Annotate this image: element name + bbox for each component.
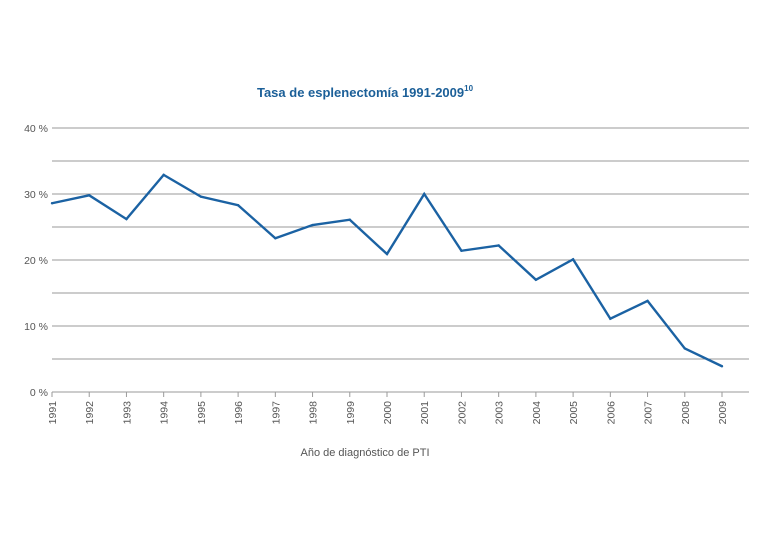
data-point: [348, 218, 351, 221]
x-tick-label: 1994: [159, 401, 171, 425]
data-point: [88, 194, 91, 197]
data-point: [274, 237, 277, 240]
y-tick-label: 10 %: [24, 321, 48, 333]
x-tick-label: 1995: [196, 401, 208, 425]
x-tick-label: 1998: [308, 401, 320, 425]
x-tick-label: 2003: [494, 401, 506, 425]
gridlines: [52, 127, 749, 360]
data-point: [683, 347, 686, 350]
x-tick-label: 1996: [233, 401, 245, 425]
data-point: [385, 252, 389, 256]
x-tick-label: 2009: [717, 401, 729, 425]
data-point: [125, 217, 128, 221]
data-point: [646, 299, 649, 303]
data-point: [497, 244, 500, 247]
data-point: [609, 317, 612, 320]
y-axis-tick-labels: 0 % 10 % 20 % 30 % 40 %: [24, 123, 48, 399]
data-point: [236, 204, 240, 207]
x-tick-label: 1999: [345, 401, 357, 425]
x-tick-label: 1992: [84, 401, 96, 425]
x-tick-label: 2005: [568, 401, 580, 425]
x-tick-label: 1991: [47, 401, 59, 425]
x-axis: [51, 391, 749, 397]
data-point: [311, 223, 314, 227]
series-layer: [50, 173, 724, 368]
x-tick-label: 2000: [382, 401, 394, 425]
data-point: [460, 249, 463, 252]
x-tick-label: 2001: [419, 401, 431, 425]
data-point: [571, 258, 575, 261]
y-tick-label: 40 %: [24, 123, 48, 135]
data-point: [162, 173, 165, 177]
x-tick-label: 2004: [531, 401, 543, 425]
x-tick-label: 2002: [456, 401, 468, 425]
chart-title-superscript: 10: [464, 84, 473, 93]
chart-title-text: Tasa de esplenectomía 1991-2009: [257, 85, 464, 100]
x-axis-tick-labels: 1991 1992 1993 1994 1995 1996 1997 1998 1999 2000…: [47, 401, 729, 425]
data-point: [534, 278, 538, 281]
x-tick-label: 1997: [270, 401, 282, 425]
series-line: [51, 173, 723, 368]
data-point: [423, 192, 426, 196]
y-tick-label: 0 %: [30, 387, 48, 399]
x-tick-label: 2008: [680, 401, 692, 425]
x-tick-label: 2006: [605, 401, 617, 425]
data-point: [50, 202, 54, 205]
y-tick-label: 30 %: [24, 189, 48, 201]
data-point: [199, 195, 203, 198]
data-point: [720, 365, 724, 368]
x-axis-label: Año de diagnóstico de PTI: [300, 447, 429, 459]
x-tick-label: 1993: [121, 401, 133, 425]
y-tick-label: 20 %: [24, 255, 48, 267]
chart-title: Tasa de esplenectomía 1991-200910: [257, 84, 474, 100]
x-tick-label: 2007: [643, 401, 655, 425]
